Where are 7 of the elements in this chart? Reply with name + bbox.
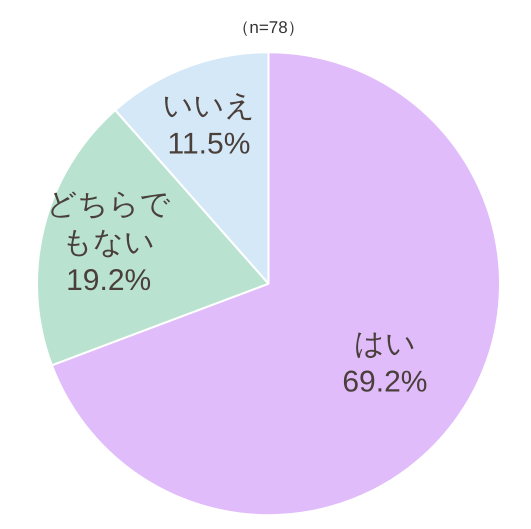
data-label: 19.2%	[66, 264, 152, 298]
data-label: 11.5%	[168, 128, 250, 161]
chart-title: （n=78）	[232, 18, 305, 37]
slice-label: はい	[354, 328, 416, 361]
slice-label: いいえ	[162, 90, 256, 123]
data-label: 69.2%	[342, 366, 428, 399]
slice-label: どちらでもない	[46, 188, 171, 260]
